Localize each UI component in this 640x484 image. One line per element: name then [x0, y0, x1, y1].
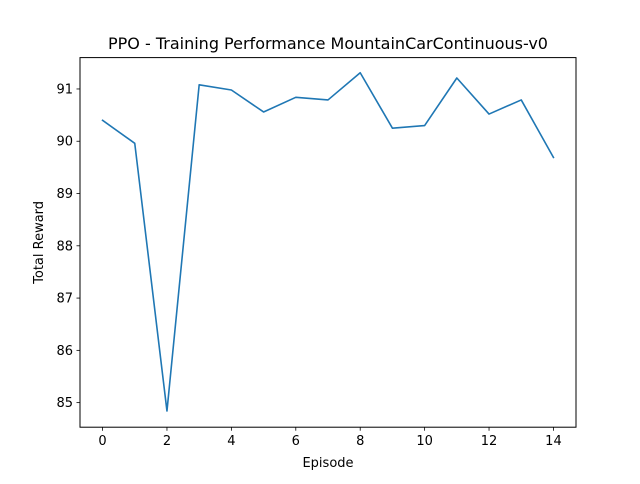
- plot-area-frame: [79, 57, 577, 428]
- y-tick-label: 89: [56, 187, 73, 202]
- y-tick-label: 90: [56, 135, 73, 150]
- y-tick-label: 87: [56, 292, 73, 307]
- y-tick-label: 91: [56, 82, 73, 97]
- x-tick-label: 4: [227, 434, 235, 449]
- x-tick-label: 0: [98, 434, 106, 449]
- x-tick-label: 8: [356, 434, 364, 449]
- chart-title: PPO - Training Performance MountainCarCo…: [108, 34, 548, 53]
- x-tick-label: 10: [416, 434, 433, 449]
- axis-ticks: 0 2 4 6 8 10 12 14 85 86 87 88 89 90 91: [56, 82, 561, 449]
- y-axis-label: Total Reward: [32, 201, 47, 285]
- x-tick-label: 14: [545, 434, 562, 449]
- y-tick-label: 88: [56, 239, 73, 254]
- series-line: [101, 71, 555, 412]
- x-tick-label: 6: [292, 434, 300, 449]
- y-tick-label: 85: [56, 396, 73, 411]
- x-tick-label: 2: [163, 434, 171, 449]
- y-tick-label: 86: [56, 344, 73, 359]
- data-lines: [101, 71, 555, 412]
- x-axis-label: Episode: [302, 456, 353, 471]
- x-tick-label: 12: [481, 434, 498, 449]
